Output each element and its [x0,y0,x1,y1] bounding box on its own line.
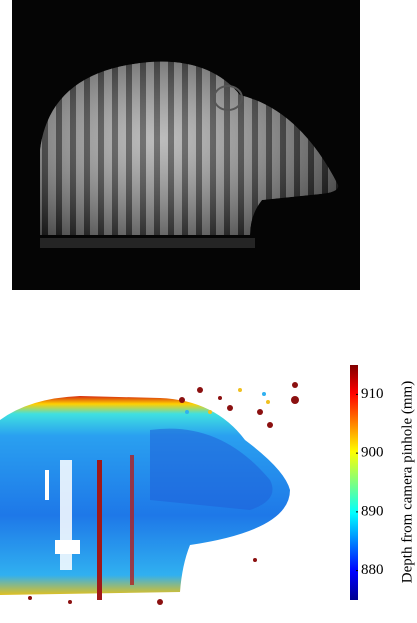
colorbar-tick-label: 910 [361,386,384,402]
colorbar-label: Depth from camera pinhole (mm) [399,381,415,583]
colorbar [350,365,358,600]
depth-map [0,382,299,605]
photo [12,0,360,290]
colorbar-tick-label: 880 [361,562,384,578]
colorbar-tick-label: 890 [361,503,384,519]
colorbar-scale [350,365,358,600]
colorbar-tick-label: 900 [361,445,384,461]
